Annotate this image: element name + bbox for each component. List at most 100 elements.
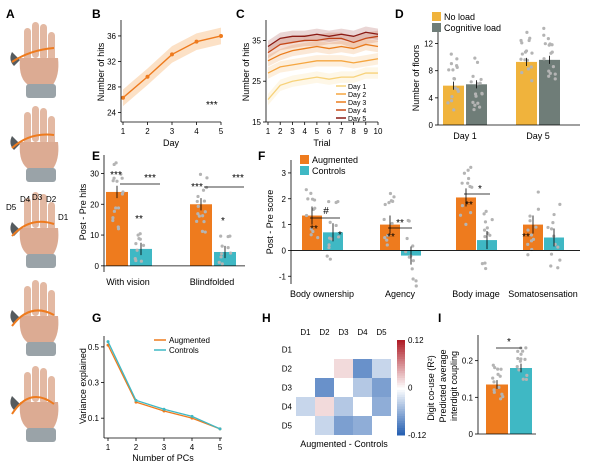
participant-dot [484,209,488,213]
participant-dot [468,211,473,215]
f-significance: ** [396,218,404,229]
pc-line-controls [107,341,221,430]
participant-dot [496,367,500,371]
panel-label-i: I [438,311,441,325]
participant-dot [551,221,555,225]
participant-dot [197,214,201,218]
e-y-tick-label: 20 [90,200,99,209]
g-y-tick-label: 0.3 [88,379,100,388]
finger [40,108,47,144]
participant-dot [521,377,525,381]
day-band [268,26,378,53]
b-y-tick-label: 24 [107,108,116,117]
participant-dot [228,251,233,255]
participant-dot [492,390,496,394]
participant-dot [530,51,534,55]
pc-line-augmented [107,344,221,430]
participant-dot [141,243,146,247]
bar-cognitive-load [539,59,560,125]
participant-dot [519,352,523,356]
legend-label: Controls [312,166,346,176]
third-thumb-path [11,309,55,327]
g-x-tick-label: 4 [190,443,195,452]
participant-dot [196,204,200,208]
legend-swatch [432,23,441,32]
participant-dot [455,57,459,61]
h-column-label: D4 [357,328,368,337]
participant-dot [529,233,534,237]
participant-dot [446,101,450,105]
g-y-tick-label: 0.1 [88,414,100,423]
wrist-strap [26,342,56,356]
bar-augmented [190,204,212,266]
pc-point [106,340,110,344]
e-significance: * [221,216,225,227]
participant-dot [525,30,529,35]
participant-dot [519,38,523,43]
colorbar-segment [397,394,405,398]
b-y-tick-label: 36 [107,32,116,41]
participant-dot [316,236,320,240]
participant-dot [309,191,313,195]
participant-dot [466,176,471,181]
heatmap-cell [296,340,315,359]
participant-dot [385,243,389,247]
participant-dot [202,199,207,203]
participant-dot [226,234,230,239]
colorbar-segment [397,366,405,369]
c-x-tick-label: 7 [339,127,344,136]
participant-dot [483,261,487,265]
participant-dot [116,206,121,210]
heatmap-cell [334,416,353,435]
h-row-label: D5 [282,422,293,431]
day-band [268,53,378,79]
participant-dot [490,218,494,222]
legend-label: Augmented [169,336,210,345]
participant-dot [196,212,200,216]
participant-dot [458,213,463,217]
participant-dot [328,220,332,224]
c-x-tick-label: 9 [364,127,369,136]
hand-photo-4 [8,278,68,360]
colorbar-segment [397,382,405,386]
participant-dot [516,349,520,353]
participant-dot [526,228,530,232]
participant-dot [138,232,142,236]
participant-dot [550,43,554,47]
participant-dot [120,176,124,180]
c-x-tick-label: 5 [315,127,320,136]
i-significance: * [507,337,511,348]
participant-dot [115,179,119,183]
participant-dot [485,226,489,230]
i-ylabel-line2: interdigit coupling [449,351,459,421]
legend-label: Day 4 [348,108,366,115]
h-column-label: D1 [300,328,311,337]
participant-dot [547,69,551,73]
panel-label-e: E [92,149,100,163]
participant-dot [517,368,521,372]
f-significance: ** [465,200,473,211]
finger [40,282,47,318]
heatmap-cell [353,397,372,416]
colorbar-segment [397,392,405,396]
participant-dot [453,86,457,90]
colorbar-segment [397,413,405,417]
colorbar-segment [397,356,405,360]
legend-label: Day 1 [348,84,366,91]
panel-label-h: H [262,311,271,325]
colorbar-segment [397,351,405,355]
participant-dot [391,199,395,203]
participant-dot [390,221,394,226]
participant-dot [528,219,532,223]
day-line-2 [267,58,379,74]
participant-dot [479,77,483,82]
participant-dot [498,374,502,378]
f-y-tick-label: 3 [282,169,287,178]
participant-dot [542,26,546,31]
participant-dot [474,94,478,98]
colorbar-segment [397,408,405,412]
d-category-label: Day 1 [453,131,477,141]
colorbar-segment [397,342,405,346]
participant-dot [491,363,495,367]
colorbar-segment [397,411,405,415]
